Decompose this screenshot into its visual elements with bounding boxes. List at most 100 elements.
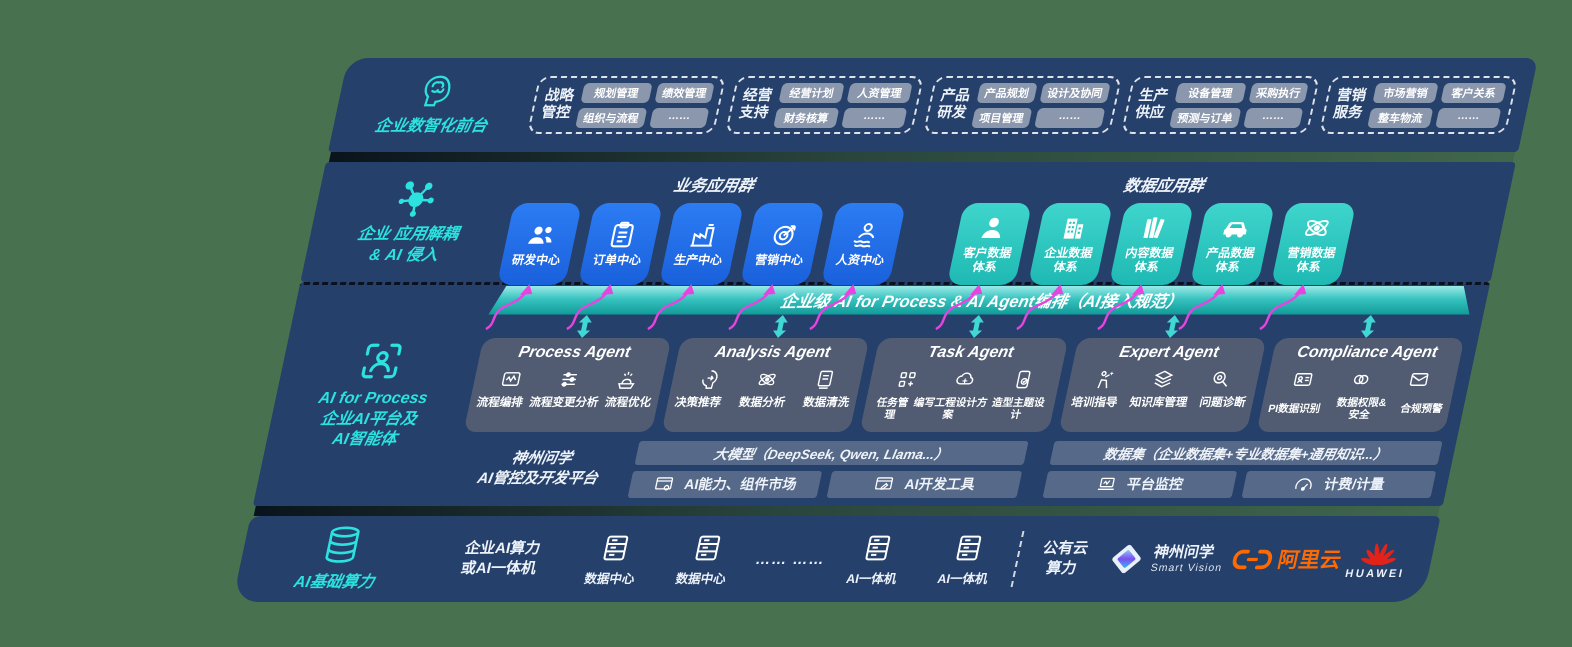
chip: 产品规划 [976,82,1038,103]
double-arrow-icon [772,314,788,338]
process-optimize-icon [613,368,641,391]
group-title: 生产 供应 [1133,88,1170,121]
scan-person-icon [356,340,407,382]
agent-item: PI数据识别 [1267,402,1322,415]
flow-arrow-magenta [728,284,776,331]
double-arrow-icon [1361,314,1377,338]
agent-title: Process Agent [517,343,633,361]
chip: 客户关系 [1440,82,1507,103]
layer-ai-platform: AI for Process 企业AI平台及 AI智能体 企业级 AI for … [252,282,1491,506]
chip: …… [1242,107,1304,128]
agent-item: 流程优化 [603,396,653,409]
data-clean-icon [811,368,839,391]
layer-front-office: 企业数智化前台 战略 管控 规划管理 绩效管理 组织与流程 …… 经营 支持 经… [328,58,1539,152]
data-app-group: 数据应用群 客户数据 体系 [935,172,1362,331]
chip: 经营计划 [778,82,845,103]
architecture-diagram: 企业数智化前台 战略 管控 规划管理 绩效管理 组织与流程 …… 经营 支持 经… [232,58,1539,602]
agent-item: 造型主题设计 [990,396,1046,421]
flow-arrow-magenta [935,284,983,331]
window-pen-icon [871,474,896,495]
cell-ai-capability-market: AI能力、组件市场 [627,470,823,498]
server-icon [950,532,989,564]
models-column: 大模型（DeepSeek, Qwen, Llama...） AI能力、组件市场 … [627,440,1029,498]
chip: 预测与订单 [1169,107,1241,128]
agent-title: Compliance Agent [1295,343,1440,361]
person-icon [975,213,1011,243]
atom-icon [1299,213,1335,243]
agent-item: 数据权限& 安全 [1335,396,1388,421]
compliance-alert-icon [1406,368,1434,391]
chip: 整车物流 [1367,107,1434,128]
group-product-rd: 产品 研发 产品规划 设计及协同 项目管理 …… [922,76,1123,134]
decouple-title: 企业 应用解耦 & AI 侵入 [356,225,461,264]
node-ai-machine: AI一体机 [919,532,1015,587]
agent-item: 决策推荐 [673,396,723,409]
card-content-data: 内容数据 体系 [1097,203,1195,331]
agent-item: 数据分析 [737,396,787,409]
band-agent-connectors [484,314,1470,338]
group-title: 战略 管控 [539,88,576,121]
sliders-icon [555,368,583,391]
flow-arrow-magenta [647,284,695,331]
card-order-center: 订单中心 [566,203,664,331]
cell-label: AI能力、组件市场 [682,476,799,493]
agent-expert: Expert Agent 培训指导 知识库管理 问题诊断 [1058,337,1267,432]
card-label: 生产中心 [672,253,724,268]
datasets-column: 数据集（企业数据集+专业数据集+通用知识...） 平台监控 计费/计量 [1041,440,1443,498]
chip: …… [1033,107,1106,128]
chip: 规划管理 [580,82,653,103]
database-icon [317,524,368,566]
task-grid-icon [893,368,921,391]
front-office-groups: 战略 管控 规划管理 绩效管理 组织与流程 …… 经营 支持 经营计划 人资管理… [526,76,1534,134]
group-production-supply: 生产 供应 设备管理 采购执行 预测与订单 …… [1120,76,1321,134]
window-gear-icon [651,474,676,495]
chip: 采购执行 [1248,82,1309,103]
front-office-label-block: 企业数智化前台 [331,72,540,138]
agent-title: Analysis Agent [713,343,833,361]
cell-label: 计费/计量 [1322,476,1386,493]
agent-compliance: Compliance Agent PI数据识别 数据权限& 安全 合规预警 [1256,337,1465,432]
group-title: 营销 服务 [1331,88,1368,121]
double-arrow-icon [969,314,984,338]
front-office-title: 企业数智化前台 [373,118,489,136]
agent-item: 编写工程设计方案 [912,396,989,421]
chip: 财务核算 [773,107,840,128]
datasets-bar: 数据集（企业数据集+专业数据集+通用知识...） [1048,440,1443,465]
agent-process: Process Agent 流程编排 流程变更分析 流程优化 [463,337,672,432]
chip: 绩效管理 [654,82,715,103]
diagnosis-icon [1207,368,1235,391]
agent-item: 培训指导 [1070,396,1119,409]
agent-item: 任务管理 [875,396,910,421]
chip: 项目管理 [971,107,1032,128]
gauge-icon [1291,474,1316,495]
agent-item: 合规预警 [1399,402,1444,415]
compute-label-block: AI基础算力 [234,524,444,594]
node-data-center: 数据中心 [657,532,753,587]
huawei-flower-icon [1358,539,1402,566]
huawei-text: HUAWEI [1344,567,1406,580]
card-label: 客户数据 体系 [962,246,1013,274]
cell-label: 平台监控 [1125,476,1185,493]
layer-app-decoupling: 企业 应用解耦 & AI 侵入 业务应用群 研发中心 [300,162,1516,331]
decouple-label-block: 企业 应用解耦 & AI 侵入 [300,162,521,282]
people-icon [523,220,559,250]
double-arrow-icon [1165,314,1181,338]
brain-icon [415,72,461,110]
layer-edge-shadow [253,506,1440,516]
books-icon [1137,213,1173,243]
group-title: 产品 研发 [935,88,972,121]
card-label: 内容数据 体系 [1124,246,1175,274]
card-marketing-data: 营销数据 体系 [1259,203,1357,331]
card-label: 研发中心 [510,253,562,268]
card-marketing-center: 营销中心 [728,203,826,331]
training-icon [1091,368,1119,391]
chip: …… [1435,107,1502,128]
agent-item: 数据清洗 [801,396,851,409]
flow-arrow-magenta [1097,284,1145,331]
chip: 设计及协同 [1039,82,1111,103]
card-label: 订单中心 [591,253,643,268]
flow-arrow-magenta [1016,284,1064,331]
decision-head-icon [695,368,723,391]
cell-label: AI开发工具 [903,476,977,493]
card-production-center: 生产中心 [647,203,745,331]
